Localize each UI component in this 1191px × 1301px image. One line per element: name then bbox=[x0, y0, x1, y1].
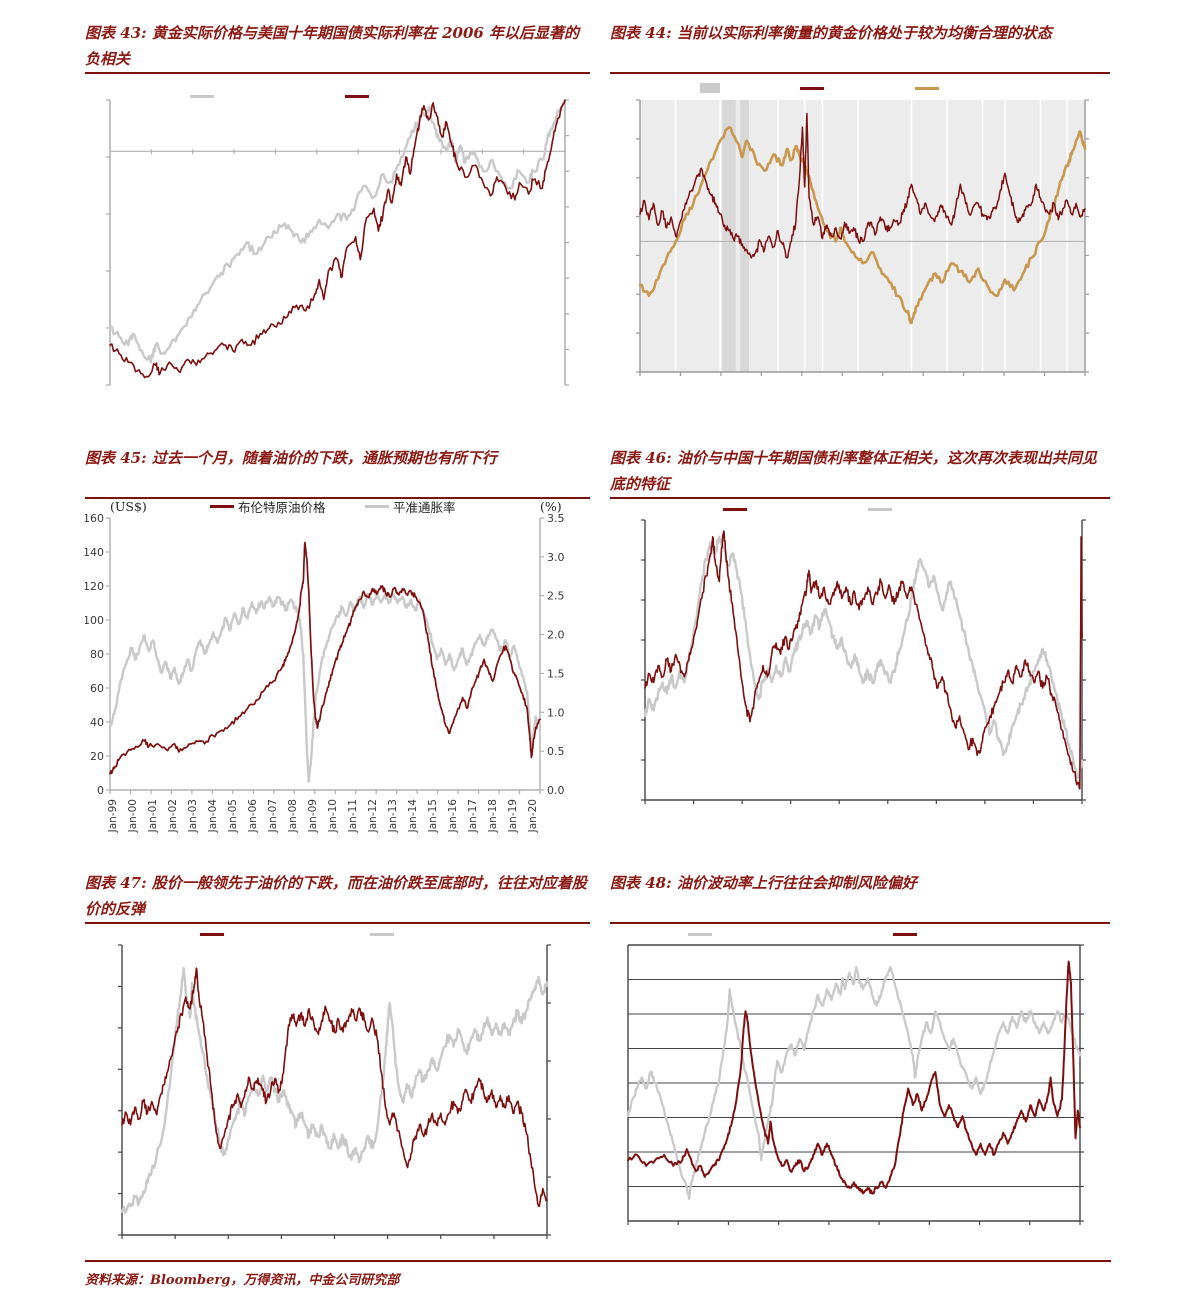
chart-title-45: 图表 45: 过去一个月，随着油价的下跌，通胀预期也有所下行 bbox=[85, 449, 497, 467]
series-line bbox=[639, 112, 1086, 259]
source-note: 资料来源：Bloomberg，万得资讯，中金公司研究部 bbox=[85, 1260, 1111, 1288]
y-axis-label: 3.0 bbox=[547, 551, 565, 564]
chart-figure-44: 图表 44: 当前以实际利率衡量的黄金价格处于较为均衡合理的状态 bbox=[610, 18, 1110, 398]
y-axis-label: 60 bbox=[90, 682, 104, 695]
x-axis-label: Jan-09 bbox=[307, 799, 319, 833]
x-axis-label: Jan-11 bbox=[347, 799, 359, 833]
chart-canvas-44 bbox=[636, 99, 1089, 376]
y-axis-label: 80 bbox=[90, 648, 104, 661]
x-axis-label: Jan-05 bbox=[227, 799, 239, 833]
series-line bbox=[627, 960, 1081, 1195]
series-line bbox=[626, 965, 1082, 1201]
chart-canvas-43 bbox=[106, 99, 569, 386]
x-axis-label: Jan-08 bbox=[287, 799, 299, 833]
x-axis-label: Jan-12 bbox=[367, 799, 379, 833]
x-axis-label: Jan-07 bbox=[267, 799, 279, 833]
title-rule bbox=[610, 922, 1110, 924]
chart-title-47: 图表 47: 股价一般领先于油价的下跌，而在油价跌至底部时，往往对应着股价的反弹 bbox=[85, 874, 587, 918]
chart-canvas-45: 160 140 120 100 80 60 40 20 0 3.5 3.0 2.5 2.0 1.5 1.0 0… bbox=[85, 512, 565, 834]
chart-figure-47: 图表 47: 股价一般领先于油价的下跌，而在油价跌至底部时，往往对应着股价的反弹 bbox=[85, 868, 590, 1258]
y-axis-label: 140 bbox=[85, 546, 104, 559]
chart-title-43: 图表 43: 黄金实际价格与美国十年期国债实际利率在 2006 年以后显著的负相… bbox=[85, 24, 580, 68]
chart-canvas-47 bbox=[118, 944, 551, 1239]
chart-figure-45: 图表 45: 过去一个月，随着油价的下跌，通胀预期也有所下行 160 140 120… bbox=[85, 443, 590, 855]
x-axis-label: Jan-17 bbox=[467, 799, 479, 833]
y-axis-label: 2.5 bbox=[547, 590, 565, 603]
y-axis-label: 160 bbox=[85, 512, 104, 525]
title-rule bbox=[85, 497, 590, 499]
plot-background bbox=[640, 100, 1085, 372]
shaded-band bbox=[740, 100, 750, 372]
x-axis-label: Jan-10 bbox=[327, 799, 339, 833]
chart-title-44: 图表 44: 当前以实际利率衡量的黄金价格处于较为均衡合理的状态 bbox=[610, 24, 1052, 42]
y-axis-label: 2.0 bbox=[547, 629, 565, 642]
x-axis-label: Jan-13 bbox=[387, 799, 399, 833]
chart-canvas-48 bbox=[626, 944, 1084, 1225]
y-axis-label: 0.0 bbox=[547, 784, 565, 797]
y-axis-label: 120 bbox=[85, 580, 104, 593]
title-rule bbox=[610, 497, 1110, 499]
series-line bbox=[643, 535, 1084, 779]
series-line bbox=[108, 592, 542, 783]
title-rule bbox=[85, 922, 590, 924]
y-axis-label: 1.5 bbox=[547, 667, 565, 680]
chart-figure-43: 图表 43: 黄金实际价格与美国十年期国债实际利率在 2006 年以后显著的负相… bbox=[85, 18, 590, 398]
y-axis-label: 0 bbox=[97, 784, 104, 797]
y-axis-label: 1.0 bbox=[547, 706, 565, 719]
x-axis-label: Jan-14 bbox=[407, 799, 419, 834]
series-line bbox=[109, 541, 541, 775]
x-axis-label: Jan-01 bbox=[147, 799, 159, 833]
y-axis-label: 20 bbox=[90, 750, 104, 763]
title-rule bbox=[85, 72, 590, 74]
shaded-band bbox=[722, 100, 736, 372]
x-axis-label: Jan-03 bbox=[187, 799, 199, 833]
series-line bbox=[120, 967, 549, 1214]
y-axis-label: 100 bbox=[85, 614, 104, 627]
x-axis-label: Jan-20 bbox=[527, 799, 539, 833]
x-axis-label: Jan-00 bbox=[127, 799, 139, 833]
series-line bbox=[121, 967, 548, 1208]
y-axis-label: 0.5 bbox=[547, 745, 565, 758]
x-axis-label: Jan-18 bbox=[487, 799, 499, 833]
chart-canvas-46 bbox=[641, 519, 1086, 804]
chart-figure-46: 图表 46: 油价与中国十年期国债利率整体正相关，这次再次表现出共同见底的特征 bbox=[610, 443, 1110, 855]
x-axis-label: Jan-15 bbox=[427, 799, 439, 833]
chart-title-48: 图表 48: 油价波动率上行往往会抑制风险偏好 bbox=[610, 874, 917, 892]
x-axis-label: Jan-04 bbox=[207, 799, 219, 834]
y-axis-label: 40 bbox=[90, 716, 104, 729]
x-axis-label: Jan-16 bbox=[447, 799, 459, 834]
x-axis-label: Jan-19 bbox=[507, 799, 519, 833]
chart-figure-48: 图表 48: 油价波动率上行往往会抑制风险偏好 bbox=[610, 868, 1110, 1258]
series-line bbox=[644, 530, 1083, 790]
x-axis-label: Jan-02 bbox=[167, 799, 179, 833]
y-axis-label: 3.5 bbox=[547, 512, 565, 525]
series-line bbox=[108, 100, 567, 364]
series-line bbox=[638, 125, 1087, 325]
chart-title-46: 图表 46: 油价与中国十年期国债利率整体正相关，这次再次表现出共同见底的特征 bbox=[610, 449, 1097, 493]
series-line bbox=[109, 99, 566, 379]
x-axis-label: Jan-06 bbox=[247, 799, 259, 834]
source-text: 资料来源：Bloomberg，万得资讯，中金公司研究部 bbox=[85, 1273, 400, 1288]
x-axis-label: Jan-99 bbox=[107, 799, 119, 833]
title-rule bbox=[610, 72, 1110, 74]
